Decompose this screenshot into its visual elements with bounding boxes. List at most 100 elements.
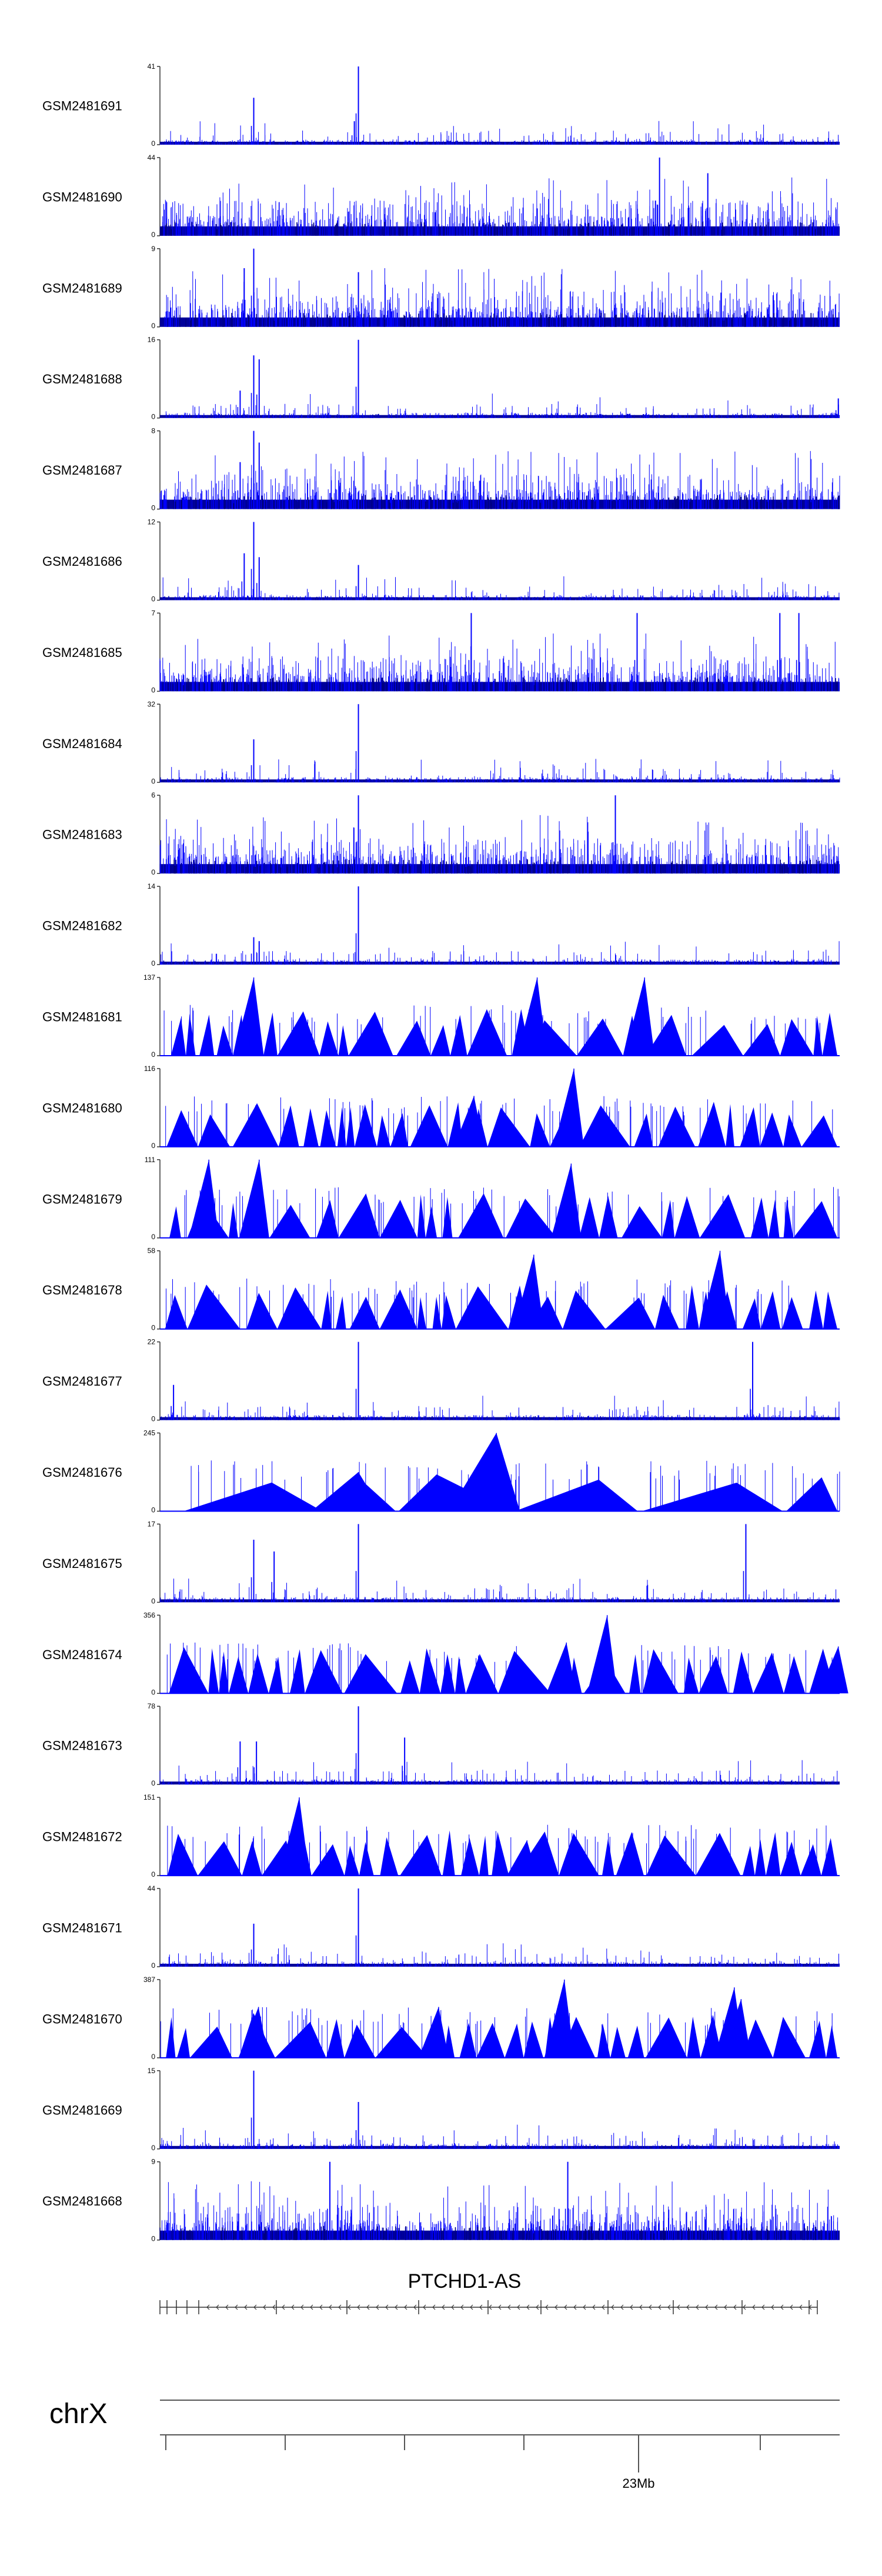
track-GSM2481669: GSM2481669 15 0	[42, 2067, 840, 2152]
track-GSM2481678: GSM2481678 58 0	[42, 1247, 840, 1332]
track-GSM2481675: GSM2481675 17 0	[42, 1520, 840, 1605]
peak	[587, 1615, 617, 1694]
y-min-label: 0	[151, 1688, 155, 1696]
track-label: GSM2481682	[42, 919, 122, 933]
track-GSM2481680: GSM2481680 116 0	[42, 1065, 840, 1150]
y-min-label: 0	[151, 231, 155, 239]
signal-bars	[159, 1760, 838, 1785]
chromosome-label: chrX	[49, 2398, 108, 2430]
coverage-triangles	[169, 1193, 838, 1238]
peak	[279, 1797, 309, 1876]
track-GSM2481677: GSM2481677 22 0	[42, 1338, 840, 1423]
signal	[160, 1524, 840, 1603]
baseline-band	[160, 1964, 840, 1967]
peak	[544, 1979, 574, 2058]
y-min-label: 0	[151, 1142, 155, 1150]
y-max-label: 44	[148, 1884, 156, 1893]
signal	[159, 2161, 840, 2240]
track-GSM2481686: GSM2481686 12 0	[42, 518, 840, 603]
y-min-label: 0	[151, 1415, 155, 1423]
signal-bars-dark	[168, 1598, 834, 1603]
track-label: GSM2481690	[42, 189, 122, 204]
track-label: GSM2481681	[42, 1010, 122, 1025]
peak	[507, 1840, 537, 1876]
signal-bars	[160, 1579, 839, 1603]
track-GSM2481682: GSM2481682 14 0	[42, 882, 840, 967]
track-GSM2481676: GSM2481676 245 0	[42, 1429, 840, 1514]
peak	[624, 977, 655, 1056]
track-GSM2481668: GSM2481668 9 0	[42, 2158, 840, 2243]
y-max-label: 9	[151, 245, 155, 253]
coverage-triangles	[166, 1102, 837, 1147]
signal	[160, 1342, 840, 1420]
signal	[160, 886, 840, 965]
y-min-label: 0	[151, 413, 155, 421]
track-label: GSM2481685	[42, 645, 122, 660]
signal-bars-dark	[160, 221, 824, 236]
signal-bars-dark	[159, 2225, 830, 2240]
y-max-label: 58	[148, 1247, 156, 1255]
y-min-label: 0	[151, 1050, 155, 1059]
y-min-label: 0	[151, 686, 155, 694]
peak	[311, 1472, 382, 1511]
signal	[160, 1068, 840, 1147]
signal	[159, 1888, 840, 1967]
signal	[160, 1797, 840, 1877]
baseline-band	[160, 226, 840, 236]
track-GSM2481674: GSM2481674 356 0	[42, 1611, 848, 1696]
coverage-triangles	[171, 1009, 838, 1056]
y-min-label: 0	[151, 2144, 155, 2152]
track-GSM2481691: GSM2481691 41 0	[42, 62, 840, 148]
track-label: GSM2481668	[42, 2194, 122, 2208]
track-label: GSM2481687	[42, 463, 122, 478]
y-min-label: 0	[151, 504, 155, 512]
y-max-label: 116	[144, 1065, 155, 1073]
gene-label: PTCHD1-AS	[408, 2270, 522, 2293]
track-panel: GSM2481691410GSM2481690440GSM248168990GS…	[42, 62, 848, 2243]
peak	[700, 1250, 730, 1329]
peak	[551, 1163, 582, 1238]
track-label: GSM2481671	[42, 1921, 122, 1936]
track-label: GSM2481673	[42, 1739, 122, 1753]
track-label: GSM2481674	[42, 1647, 122, 1662]
peak	[818, 1646, 848, 1694]
y-max-label: 17	[148, 1520, 156, 1528]
peak	[238, 2007, 269, 2058]
signal-bars	[165, 393, 840, 418]
y-max-label: 44	[148, 154, 156, 162]
track-label: GSM2481677	[42, 1374, 122, 1389]
signal	[159, 795, 840, 874]
y-min-label: 0	[151, 868, 155, 876]
signal-bars-dark	[161, 1416, 840, 1420]
signal	[160, 704, 840, 783]
signal-bars	[161, 2124, 839, 2149]
peak	[517, 977, 547, 1056]
signal-bars	[162, 1396, 840, 1420]
signal-bars-dark	[173, 413, 838, 418]
y-min-label: 0	[151, 595, 155, 603]
baseline-band	[160, 415, 840, 418]
peak	[721, 1999, 751, 2058]
y-min-label: 0	[151, 2235, 155, 2243]
coverage-spikes	[191, 1460, 840, 1511]
track-GSM2481670: GSM2481670 387 0	[42, 1976, 840, 2061]
coverage-triangles	[167, 1830, 837, 1876]
track-label: GSM2481672	[42, 1830, 122, 1844]
signal	[160, 977, 840, 1056]
peak	[546, 1642, 577, 1694]
y-max-label: 137	[143, 973, 155, 982]
track-label: GSM2481680	[42, 1100, 122, 1115]
track-label: GSM2481676	[42, 1465, 122, 1480]
peak	[449, 1433, 520, 1511]
genome-tick-label: 23Mb	[622, 2476, 654, 2491]
peak	[454, 1096, 485, 1147]
track-GSM2481683: GSM2481683 6 0	[42, 791, 840, 876]
chromosome-axis: chrX 23Mb	[49, 2398, 840, 2491]
peak	[513, 1254, 544, 1329]
track-GSM2481690: GSM2481690 44 0	[42, 154, 840, 239]
y-max-label: 32	[148, 700, 156, 708]
signal	[159, 613, 840, 692]
track-label: GSM2481689	[42, 281, 122, 295]
y-max-label: 14	[148, 882, 156, 890]
